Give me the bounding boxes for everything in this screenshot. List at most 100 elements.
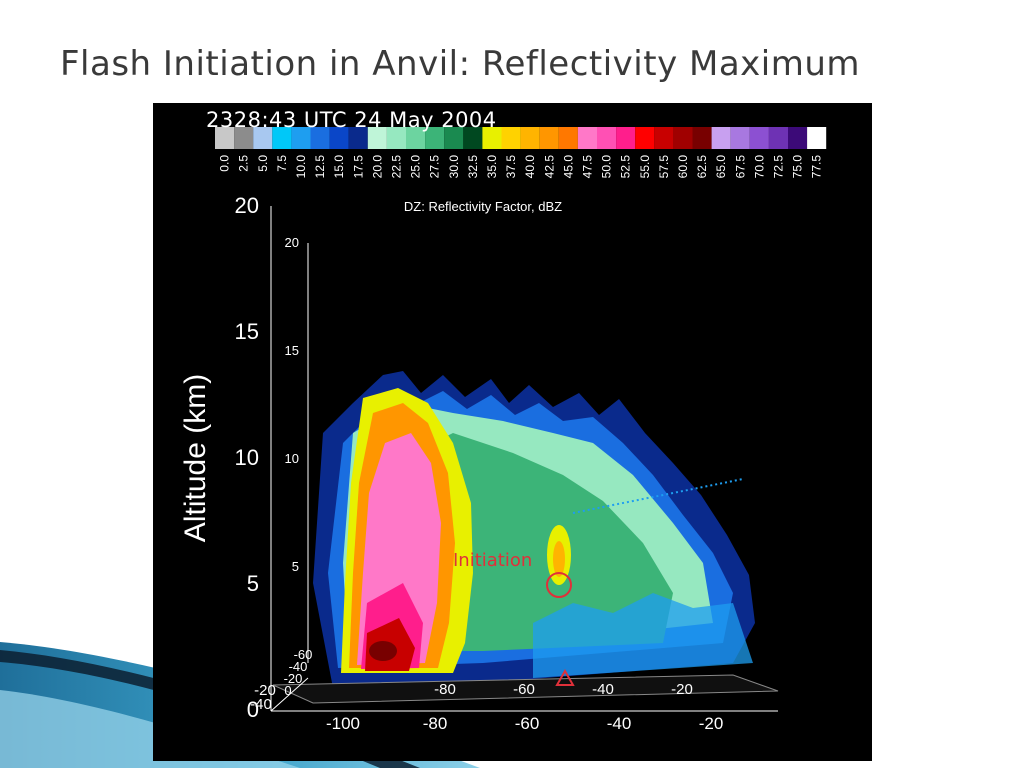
core-max <box>369 641 397 661</box>
depth-tick-label: 0 <box>284 683 291 698</box>
colorbar-tick-label: 60.0 <box>676 155 690 179</box>
colorbar-tick-label: 7.5 <box>275 155 289 172</box>
colorbar-tick-label: 67.5 <box>733 155 747 179</box>
colorbar-swatch <box>654 127 674 149</box>
initiation-label: Initiation <box>453 550 532 571</box>
colorbar-swatch <box>692 127 712 149</box>
colorbar-tick-label: 77.5 <box>810 155 824 179</box>
colorbar-swatch <box>597 127 617 149</box>
slide-title: Flash Initiation in Anvil: Reflectivity … <box>60 44 861 84</box>
colorbar-swatch <box>520 127 540 149</box>
colorbar-swatch <box>807 127 827 149</box>
colorbar-tick-label: 17.5 <box>351 155 365 179</box>
initiation-marker-circle <box>546 572 572 598</box>
colorbar-tick-labels: 0.0 2.5 5.0 7.5 10.0 12.5 15.0 17.5 20.0 22.5 25.0… <box>218 155 824 179</box>
x-tick-label: -20 <box>699 714 724 733</box>
x-tick-label: -100 <box>326 714 360 733</box>
y-axis-ticks: 20 15 10 5 0 <box>235 193 259 722</box>
colorbar-swatch <box>425 127 445 149</box>
y-inner-tick-label: 10 <box>285 451 299 466</box>
colorbar-swatch <box>558 127 578 149</box>
colorbar-tick-label: 47.5 <box>580 155 594 179</box>
y-tick-label: 0 <box>247 697 259 722</box>
colorbar-tick-label: 35.0 <box>485 155 499 179</box>
colorbar-swatch <box>501 127 521 149</box>
colorbar <box>215 127 827 149</box>
colorbar-tick-label: 12.5 <box>313 155 327 179</box>
colorbar-tick-label: 62.5 <box>695 155 709 179</box>
colorbar-swatch <box>444 127 464 149</box>
colorbar-tick-label: 37.5 <box>504 155 518 179</box>
radar-reflectivity-figure: 0.0 2.5 5.0 7.5 10.0 12.5 15.0 17.5 20.0 22.5 25.0… <box>153 103 872 761</box>
colorbar-tick-label: 42.5 <box>542 155 556 179</box>
y-tick-label: 5 <box>247 571 259 596</box>
x-axis-inner-ticks: -80 -60 -40 -20 <box>434 681 693 698</box>
ground-plane <box>272 674 779 704</box>
colorbar-tick-label: 22.5 <box>389 155 403 179</box>
depth-axis-ticks: -60-40-200-20-40 <box>250 647 312 713</box>
colorbar-tick-label: 25.0 <box>409 155 423 179</box>
colorbar-tick-label: 45.0 <box>561 155 575 179</box>
depth-lower-tick-label: -20 <box>254 682 276 699</box>
y-inner-tick-label: 5 <box>292 559 299 574</box>
y-tick-label: 15 <box>235 319 259 344</box>
colorbar-swatch <box>272 127 292 149</box>
x-inner-tick-label: -40 <box>592 681 614 698</box>
colorbar-tick-label: 2.5 <box>237 155 251 172</box>
colorbar-tick-label: 57.5 <box>657 155 671 179</box>
colorbar-tick-label: 55.0 <box>638 155 652 179</box>
colorbar-swatch <box>291 127 311 149</box>
colorbar-tick-label: 65.0 <box>714 155 728 179</box>
y-tick-label: 20 <box>235 193 259 218</box>
colorbar-swatch <box>768 127 788 149</box>
colorbar-tick-label: 72.5 <box>771 155 785 179</box>
colorbar-tick-label: 20.0 <box>370 155 384 179</box>
colorbar-swatch <box>482 127 502 149</box>
colorbar-tick-label: 0.0 <box>218 155 232 172</box>
colorbar-swatch <box>386 127 406 149</box>
colorbar-swatch <box>367 127 387 149</box>
colorbar-swatch <box>406 127 426 149</box>
x-inner-tick-label: -60 <box>513 681 535 698</box>
y-axis-inner-ticks: 20 15 10 5 <box>285 235 299 574</box>
colorbar-swatch <box>215 127 235 149</box>
colorbar-swatch <box>673 127 693 149</box>
colorbar-swatch <box>616 127 636 149</box>
lower-echo-patches <box>533 593 753 678</box>
colorbar-tick-label: 75.0 <box>791 155 805 179</box>
colorbar-tick-label: 52.5 <box>619 155 633 179</box>
x-axis-ticks: -100 -80 -60 -40 -20 <box>326 714 723 733</box>
colorbar-tick-label: 5.0 <box>256 155 270 172</box>
x-tick-label: -80 <box>423 714 448 733</box>
y-inner-tick-label: 15 <box>285 343 299 358</box>
depth-lower-tick-label: -40 <box>250 696 272 713</box>
colorbar-swatch <box>711 127 731 149</box>
colorbar-swatch <box>635 127 655 149</box>
x-inner-tick-label: -20 <box>671 681 693 698</box>
timestamp-label: 2328:43 UTC 24 May 2004 <box>206 108 497 132</box>
colorbar-swatch <box>577 127 597 149</box>
colorbar-swatch <box>234 127 254 149</box>
colorbar-tick-label: 40.0 <box>523 155 537 179</box>
depth-tick-label: -60 <box>294 647 313 662</box>
x-tick-label: -40 <box>607 714 632 733</box>
colorbar-tick-label: 15.0 <box>332 155 346 179</box>
colorbar-swatch <box>539 127 559 149</box>
colorbar-swatch <box>329 127 349 149</box>
x-tick-label: -60 <box>515 714 540 733</box>
colorbar-tick-label: 10.0 <box>294 155 308 179</box>
colorbar-tick-label: 70.0 <box>752 155 766 179</box>
colorbar-swatch <box>348 127 368 149</box>
colorbar-tick-label: 27.5 <box>428 155 442 179</box>
y-inner-tick-label: 20 <box>285 235 299 250</box>
depth-tick-label: -20 <box>284 671 303 686</box>
colorbar-tick-label: 50.0 <box>600 155 614 179</box>
initiation-ground-triangle <box>555 668 575 686</box>
y-axis-label: Altitude (km) <box>179 374 212 542</box>
colorbar-tick-label: 32.5 <box>466 155 480 179</box>
colorbar-label: DZ: Reflectivity Factor, dBZ <box>404 199 562 214</box>
colorbar-tick-label: 30.0 <box>447 155 461 179</box>
colorbar-swatch <box>463 127 483 149</box>
x-inner-tick-label: -80 <box>434 681 456 698</box>
colorbar-swatch <box>788 127 808 149</box>
